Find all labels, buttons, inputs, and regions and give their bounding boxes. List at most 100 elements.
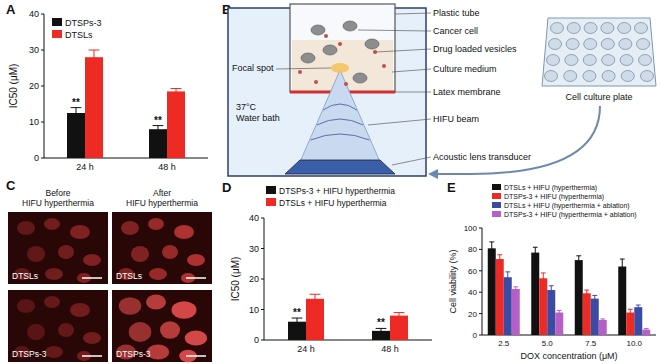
leader-line [368, 119, 431, 125]
bar [555, 313, 563, 335]
well [620, 55, 633, 66]
cell [27, 324, 45, 340]
y-tick-label: 60 [468, 267, 477, 276]
well [545, 71, 558, 82]
leader-line [358, 30, 431, 31]
cell [119, 297, 142, 315]
y-axis-label: Cell viability (%) [448, 249, 458, 313]
y-tick-label: 40 [468, 288, 477, 297]
leader-line [392, 157, 431, 165]
error-bar [533, 247, 538, 258]
cell [17, 221, 35, 235]
bar-chart: 01020304024 h48 hIC50 (μM)****DTSPs-3 + … [230, 186, 432, 355]
panel-letter: D [222, 180, 231, 195]
x-tick-label: 10.0 [626, 339, 642, 348]
micrograph [112, 212, 212, 284]
cell [70, 225, 90, 239]
significance: ** [72, 97, 80, 108]
well [547, 55, 560, 66]
scale-bar [186, 355, 206, 357]
bar [512, 289, 520, 335]
error-bar [89, 50, 100, 64]
micrograph [8, 212, 108, 284]
x-tick-label: 48 h [381, 344, 399, 354]
well [619, 39, 632, 50]
well [601, 39, 614, 50]
cell [44, 218, 60, 230]
well [637, 39, 650, 50]
cell [149, 268, 167, 280]
legend-label: DTSLs + HIFU (hyperthermia + ablation) [504, 202, 630, 210]
well [635, 23, 648, 34]
x-axis-label: DOX concentration (μM) [520, 351, 617, 361]
y-tick-label: 20 [29, 81, 39, 91]
cell [131, 246, 149, 262]
cell [187, 254, 205, 266]
cancer-cell [323, 45, 337, 55]
vesicle [382, 64, 386, 68]
column-header: After [153, 188, 171, 198]
error-bar [620, 259, 625, 274]
wave-front [323, 104, 357, 110]
y-tick [41, 158, 44, 159]
bar [583, 293, 591, 335]
row-label: DTSLs [116, 271, 142, 281]
legend-swatch [492, 202, 501, 208]
panel-letter: C [6, 178, 16, 193]
bar [547, 290, 555, 335]
y-tick-label: 10 [249, 305, 259, 315]
error-bar [636, 305, 641, 309]
bar [85, 57, 103, 158]
diagram-label: Acoustic lens transducer [433, 152, 531, 162]
well [618, 23, 631, 34]
cell [70, 303, 90, 317]
micrograph [112, 290, 212, 362]
cell [172, 301, 197, 319]
y-tick-label: 40 [249, 213, 259, 223]
well [641, 71, 654, 82]
y-tick [41, 86, 44, 87]
y-tick-label: 20 [249, 274, 259, 284]
error-bar [576, 256, 581, 265]
cell [160, 321, 180, 339]
bar-chart: 0204060801002.55.07.510.0Cell viability … [448, 184, 656, 362]
well [549, 39, 562, 50]
leader-line [376, 49, 431, 52]
error-bar [557, 310, 562, 314]
y-tick [479, 313, 482, 314]
diagram-label: Cancer cell [433, 26, 478, 36]
well [583, 55, 596, 66]
y-tick-label: 0 [254, 335, 259, 345]
y-axis-label: IC50 (μM) [8, 64, 19, 109]
well [565, 55, 578, 66]
cell [162, 245, 178, 259]
well [602, 55, 615, 66]
vesicle [338, 42, 342, 46]
cell [174, 225, 194, 239]
micrographs: BeforeHIFU hyperthermiaAfterHIFU hyperth… [8, 188, 212, 362]
error-bar [592, 295, 597, 301]
cell [129, 322, 152, 342]
y-tick-label: 0 [34, 153, 39, 163]
column-header: HIFU hyperthermia [126, 198, 198, 208]
well [566, 39, 579, 50]
legend-swatch [492, 211, 501, 217]
error-bar [549, 286, 554, 295]
y-tick [261, 279, 264, 280]
significance: ** [293, 307, 301, 318]
cell [121, 221, 139, 235]
error-bar [376, 328, 387, 333]
y-tick-label: 80 [468, 245, 477, 254]
legend-swatch [492, 184, 501, 190]
leader-line [276, 68, 331, 69]
y-tick-label: 40 [29, 9, 39, 19]
well [583, 71, 596, 82]
diagram-label: HIFU beam [433, 114, 479, 124]
legend-swatch [492, 193, 501, 199]
significance: ** [154, 115, 162, 126]
bar [149, 129, 167, 158]
y-tick [479, 292, 482, 293]
y-tick [41, 122, 44, 123]
bar [539, 278, 547, 335]
legend-label: DTSLs [65, 30, 93, 40]
